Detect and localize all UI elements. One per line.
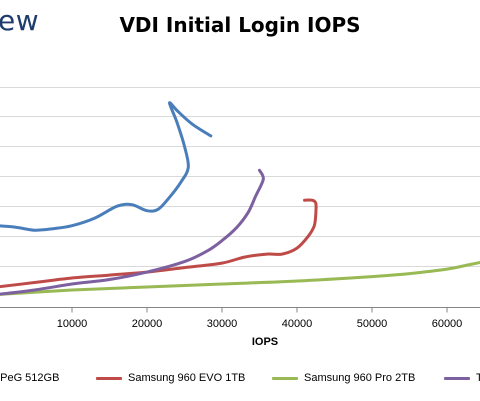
legend-swatch [96,376,122,380]
series-line-1 [0,101,213,232]
legend-item-4: T [444,372,480,384]
legend-item-1: 9PeG 512GB [0,372,59,384]
legend-label: Samsung 960 Pro 2TB [304,372,416,384]
legend-label: T [476,372,480,384]
series-line-3 [0,260,480,296]
x-tick-label-60000: 60000 [432,318,463,330]
logo-text: ew [0,4,40,37]
legend-item-2: Samsung 960 EVO 1TB [96,372,245,384]
x-axis: 10000 20000 30000 40000 50000 60000 [0,307,480,330]
x-tick-label-40000: 40000 [282,318,313,330]
legend-label: 9PeG 512GB [0,372,60,384]
legend-swatch [444,376,470,380]
x-tick-label-10000: 10000 [57,318,88,330]
chart-title: VDI Initial Login IOPS [119,13,361,37]
legend-swatch [272,376,298,380]
legend-label: Samsung 960 EVO 1TB [128,372,246,384]
series-lines [0,101,480,296]
legend: 9PeG 512GB Samsung 960 EVO 1TB Samsung 960… [0,372,480,388]
x-tick-label-30000: 30000 [207,318,238,330]
legend-item-3: Samsung 960 Pro 2TB [272,372,415,384]
x-axis-label: IOPS [251,336,279,348]
x-tick-label-20000: 20000 [132,318,163,330]
gridlines [0,87,480,267]
series-line-2 [0,198,318,289]
series-line-4 [0,168,265,296]
x-tick-label-50000: 50000 [357,318,388,330]
